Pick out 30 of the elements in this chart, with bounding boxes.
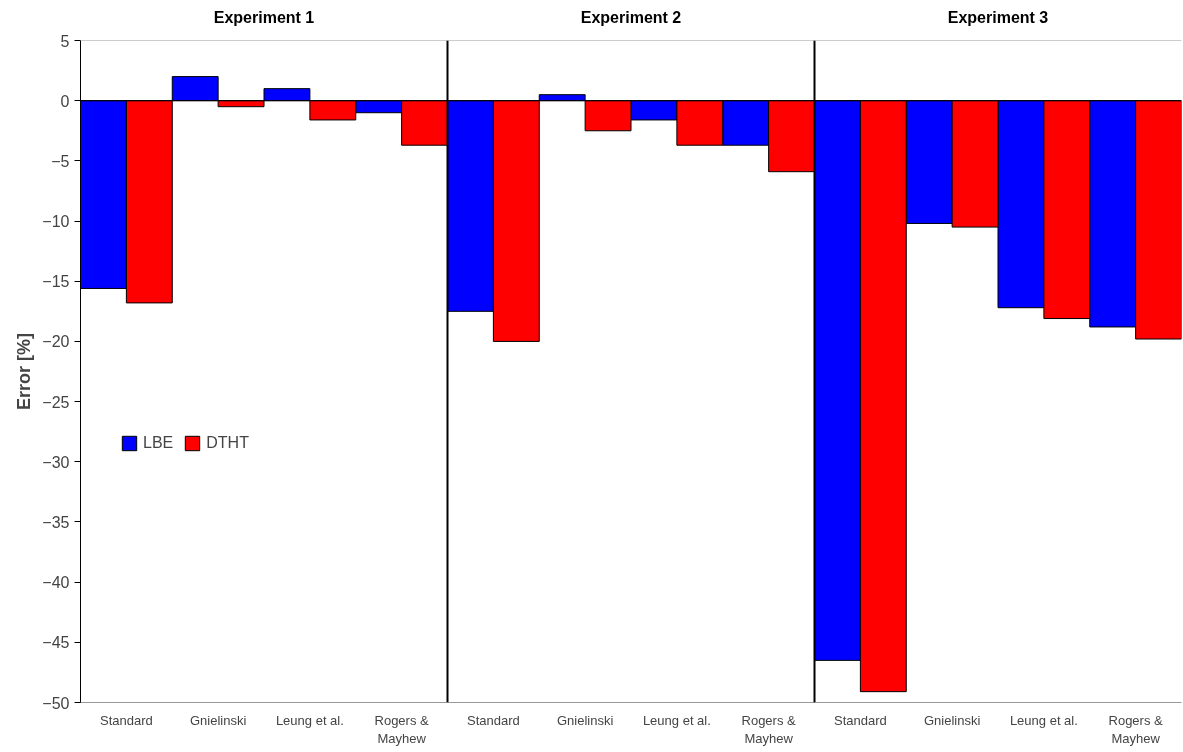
y-tick-label: −30 [42,453,70,471]
x-tick-label: Leung et al. [275,712,344,728]
x-tick-label: Gnielinski [556,712,614,728]
x-tick-label: Leung et al. [642,712,711,728]
x-tick-label: Standard [99,712,153,728]
x-tick-label: Rogers & Mayhew [741,712,797,746]
x-tick-label: Rogers & Mayhew [1108,712,1164,746]
legend-label: DTHT [206,434,249,452]
text: Experiment 1 [213,9,315,27]
x-tick-label: Leung et al. [1009,712,1078,728]
x-tick-label: Gnielinski [189,712,247,728]
y-tick-label: −5 [51,152,70,170]
legend-label: LBE [143,434,174,452]
y-tick-label: 0 [60,92,70,110]
y-tick-label: −25 [42,393,70,411]
y-tick-label: −45 [42,634,70,652]
x-tick-label: Gnielinski [923,712,981,728]
y-tick-label: −50 [42,694,70,712]
x-tick-label: Standard [833,712,887,728]
y-tick-label: −15 [42,273,70,291]
text: Experiment 2 [580,9,682,27]
y-tick-label: −20 [42,333,70,351]
y-axis-title: Error [%] [14,332,35,410]
y-tick-label: −10 [42,213,70,231]
y-tick-label: 5 [60,32,70,50]
x-tick-label: Rogers & Mayhew [374,712,430,746]
y-tick-label: −35 [42,513,70,531]
y-tick-label: −40 [42,574,70,592]
text: Experiment 3 [947,9,1049,27]
x-tick-label: Standard [466,712,520,728]
